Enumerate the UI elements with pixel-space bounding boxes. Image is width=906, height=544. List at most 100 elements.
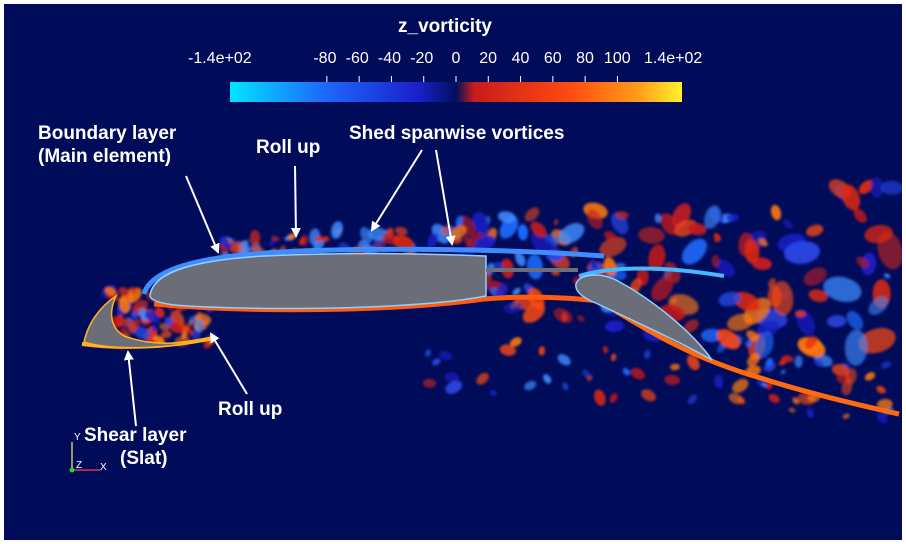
vortex-blob: [713, 374, 724, 389]
vortex-blob: [499, 344, 516, 356]
label-roll-up-bottom: Roll up: [218, 399, 283, 420]
vortex-blob: [489, 390, 497, 397]
slat-element: [83, 293, 210, 349]
vortex-blob: [524, 207, 540, 222]
vortex-blob: [314, 235, 322, 242]
vortex-blob: [538, 346, 546, 356]
colorbar-max-label: 1.4e+02: [644, 50, 703, 67]
vortex-blob: [643, 349, 651, 360]
vortex-blob: [551, 240, 558, 248]
vortex-blob: [425, 349, 431, 357]
axis-label-y: Y: [74, 432, 81, 443]
vortex-blob: [683, 319, 699, 334]
vortex-blob: [713, 236, 719, 243]
label-boundary-layer: Boundary layer (Main element): [38, 122, 176, 168]
vortex-blob: [118, 296, 131, 314]
vortex-blob: [876, 385, 886, 394]
vortex-blob: [553, 219, 559, 226]
vortex-blob: [445, 380, 463, 394]
vortex-blob: [427, 233, 439, 248]
vortex-blob: [744, 239, 760, 264]
vortex-blob: [806, 408, 814, 419]
vortex-blob: [587, 374, 593, 382]
vortex-blob: [782, 219, 793, 229]
vortex-blob: [864, 372, 876, 381]
vortex-blob: [804, 335, 818, 350]
flap-element: [575, 274, 713, 361]
vortex-blob: [526, 254, 544, 280]
vortex-blob: [439, 351, 453, 361]
vortex-blob: [664, 374, 680, 386]
vortex-blob: [422, 378, 437, 388]
vortex-blob: [853, 208, 867, 223]
vortex-blob: [880, 180, 902, 195]
vortex-blob: [594, 389, 606, 406]
vortex-blob: [610, 353, 617, 362]
vortex-blob: [687, 394, 698, 405]
vortex-blob: [444, 372, 460, 383]
vortex-blob: [155, 306, 165, 318]
vortex-blob: [868, 296, 889, 315]
vortex-blob: [473, 235, 496, 252]
colorbar-tick-label: 20: [479, 50, 498, 67]
vortex-blob: [630, 367, 646, 380]
arrow-boundary-layer: [185, 175, 220, 254]
vortex-blob: [715, 259, 735, 278]
flap-shear-layer: [602, 301, 900, 417]
label-boundary-layer-line2: (Main element): [38, 146, 172, 167]
main-lower-shear: [153, 294, 625, 313]
colorbar-tick-label: -80: [313, 50, 337, 67]
vortex-blob: [104, 286, 117, 297]
vortex-blob: [558, 223, 585, 244]
vortex-blob: [827, 315, 847, 328]
colorbar-min-label: -1.4e+02: [188, 50, 252, 67]
colorbar-tick-label: -20: [410, 50, 434, 67]
vortex-blob: [876, 411, 888, 424]
vortex-blob: [803, 267, 827, 286]
vortex-blob: [331, 221, 343, 239]
vortex-blob: [622, 367, 630, 376]
vortex-blob: [771, 280, 794, 316]
vortex-blob: [877, 231, 902, 270]
vortex-blob: [681, 238, 708, 265]
vortex-blob: [846, 310, 864, 330]
vortex-blob: [870, 177, 884, 198]
colorbar-ticks: [326, 76, 618, 82]
colorbar-tick-label: -40: [377, 50, 402, 67]
vortex-blob: [654, 213, 662, 224]
vortex-blob: [727, 313, 754, 331]
vortex-blob: [858, 327, 896, 354]
vortex-blob: [858, 180, 874, 195]
label-shear-layer-line2: (Slat): [120, 448, 168, 469]
vortex-blob: [615, 211, 629, 220]
vortex-blob: [651, 276, 674, 302]
colorbar-tick-label: 100: [603, 50, 631, 67]
vortex-blob: [582, 369, 590, 378]
vortex-blob: [732, 378, 749, 393]
vortex-blob: [524, 380, 537, 391]
vortex-blob: [747, 353, 760, 367]
vortex-blob: [194, 319, 205, 333]
vortex-blob: [476, 372, 489, 385]
vortex-blob: [239, 239, 249, 249]
arrow-roll-up-bottom: [209, 332, 248, 395]
vortex-blob: [641, 389, 656, 402]
arrow-roll-up-top: [290, 165, 301, 238]
vortex-blob: [577, 315, 585, 322]
vortex-blob: [530, 221, 547, 238]
visualization-frame: z_vorticity -1.4e+02 1.4e+02 -80 -60 -40 -2…: [4, 4, 902, 540]
vortex-blob: [704, 205, 721, 229]
label-boundary-layer-line1: Boundary layer: [38, 123, 177, 144]
axes-triad: [69, 442, 100, 473]
colorbar-tick-label: 40: [511, 50, 530, 67]
vortex-blob: [503, 301, 522, 314]
vortex-blob: [298, 237, 305, 246]
vortex-blob: [509, 337, 522, 347]
main-boundary-layer: [141, 246, 605, 295]
vortex-blob: [670, 363, 680, 371]
vortex-blob: [455, 215, 463, 227]
vortex-blob: [746, 330, 760, 342]
vorticity-scene: [69, 76, 902, 473]
vortex-blob: [130, 319, 141, 330]
vortex-blob: [394, 226, 408, 236]
